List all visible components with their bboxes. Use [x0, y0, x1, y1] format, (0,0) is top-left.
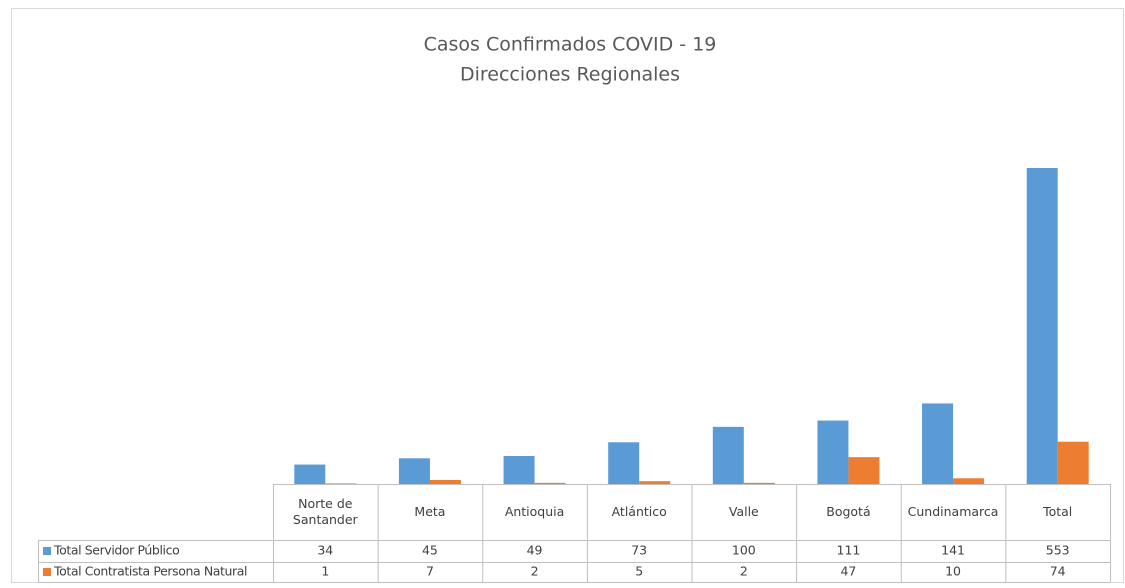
category-cell: Bogotá: [826, 504, 871, 520]
data-table-value: 45: [422, 543, 438, 558]
category-cell: Norte de Santander: [292, 496, 358, 527]
data-table-value: 1: [321, 564, 329, 579]
x-tick-label: Atlántico: [611, 504, 667, 520]
bar: [503, 456, 535, 484]
data-table-value: 73: [631, 543, 647, 558]
category-cell: Valle: [728, 504, 759, 520]
bar: [712, 426, 744, 484]
data-table-value: 5: [635, 564, 643, 579]
legend-label: Total Servidor Público: [53, 543, 179, 558]
x-tick-label: Meta: [414, 504, 446, 520]
x-tick-label: Valle: [728, 504, 759, 520]
chart-subtitle: Direcciones Regionales: [460, 64, 680, 86]
chart-border: [11, 8, 1124, 583]
data-table-value: 2: [740, 564, 748, 579]
category-cell: Atlántico: [611, 504, 667, 520]
data-table-value: 49: [527, 543, 543, 558]
bar: [398, 458, 430, 484]
x-tick-label: Total: [1043, 504, 1073, 520]
data-table-value: 100: [732, 543, 756, 558]
x-tick-label: Cundinamarca: [907, 504, 999, 520]
category-cell: Total: [1043, 504, 1073, 520]
bar: [953, 478, 985, 484]
bar: [429, 480, 461, 484]
data-table-value: 7: [426, 564, 434, 579]
data-table-value: 553: [1046, 543, 1070, 558]
bar: [848, 457, 880, 484]
category-cell: Antioquia: [504, 504, 565, 520]
bar: [534, 482, 566, 484]
data-table-value: 2: [531, 564, 539, 579]
data-table-value: 141: [941, 543, 965, 558]
category-cell: Meta: [414, 504, 446, 520]
bar: [743, 482, 775, 484]
bar: [639, 481, 671, 484]
bar: [817, 420, 849, 484]
bar: [294, 464, 326, 484]
x-tick-label: Antioquia: [504, 504, 565, 520]
legend-label: Total Contratista Persona Natural: [53, 564, 247, 579]
data-table-value: 111: [837, 543, 861, 558]
data-table-value: 74: [1050, 564, 1066, 579]
x-tick-label: Norte de Santander: [292, 496, 358, 527]
data-table-value: 34: [317, 543, 333, 558]
data-table-value: 10: [945, 564, 961, 579]
bar: [922, 403, 954, 484]
category-cell: Cundinamarca: [907, 504, 999, 520]
bar: [1026, 168, 1058, 484]
chart-title: Casos Confirmados COVID - 19: [424, 34, 717, 56]
legend-swatch: [43, 547, 51, 555]
bar: [608, 442, 640, 484]
data-table-value: 47: [840, 564, 856, 579]
legend-swatch: [43, 568, 51, 576]
bar: [325, 483, 357, 484]
bar: [1057, 441, 1089, 484]
x-tick-label: Bogotá: [826, 504, 871, 520]
